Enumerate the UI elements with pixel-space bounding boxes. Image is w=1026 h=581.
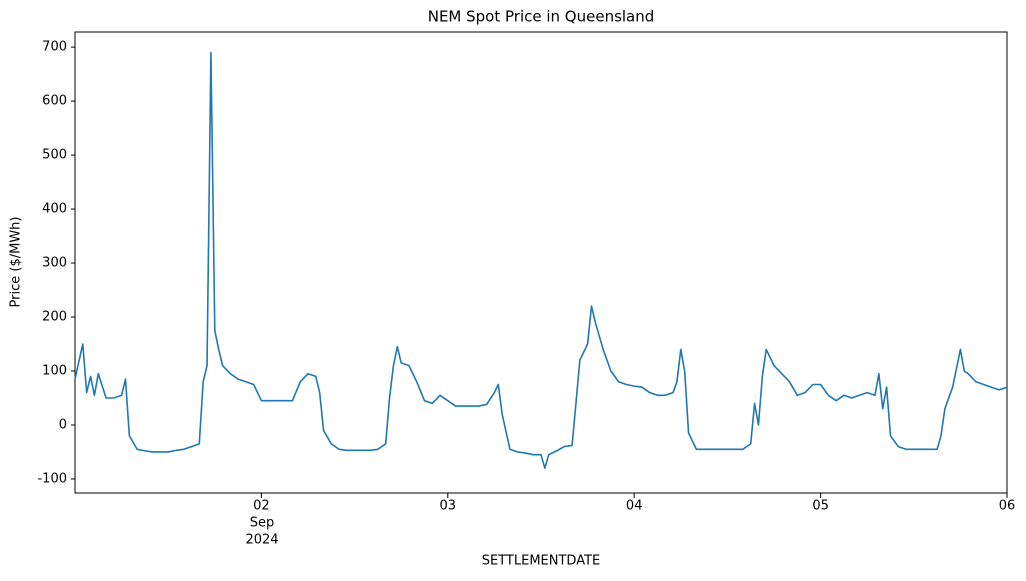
y-tick-label: -100 <box>37 471 67 486</box>
price-line <box>74 51 1008 469</box>
x-month-label: Sep <box>250 516 275 531</box>
y-tick-label: 300 <box>42 256 67 271</box>
y-tick-label: 700 <box>42 40 67 55</box>
plot-frame <box>74 31 1008 494</box>
x-tick-label: 04 <box>626 499 643 514</box>
chart-title: NEM Spot Price in Queensland <box>428 8 655 26</box>
y-tick-label: 0 <box>59 417 67 432</box>
y-tick-label: 100 <box>42 364 67 379</box>
y-tick-label: 600 <box>42 94 67 109</box>
y-axis-label: Price ($/MWh) <box>9 217 24 308</box>
x-year-label: 2024 <box>245 533 278 548</box>
x-tick-label: 02 <box>253 499 270 514</box>
x-tick-label: 03 <box>440 499 457 514</box>
y-tick-label: 200 <box>42 310 67 325</box>
x-axis-label: SETTLEMENTDATE <box>482 554 601 569</box>
y-tick-label: 400 <box>42 202 67 217</box>
y-tick-label: 500 <box>42 148 67 163</box>
x-tick-label: 05 <box>812 499 829 514</box>
x-tick-label: 06 <box>999 499 1016 514</box>
